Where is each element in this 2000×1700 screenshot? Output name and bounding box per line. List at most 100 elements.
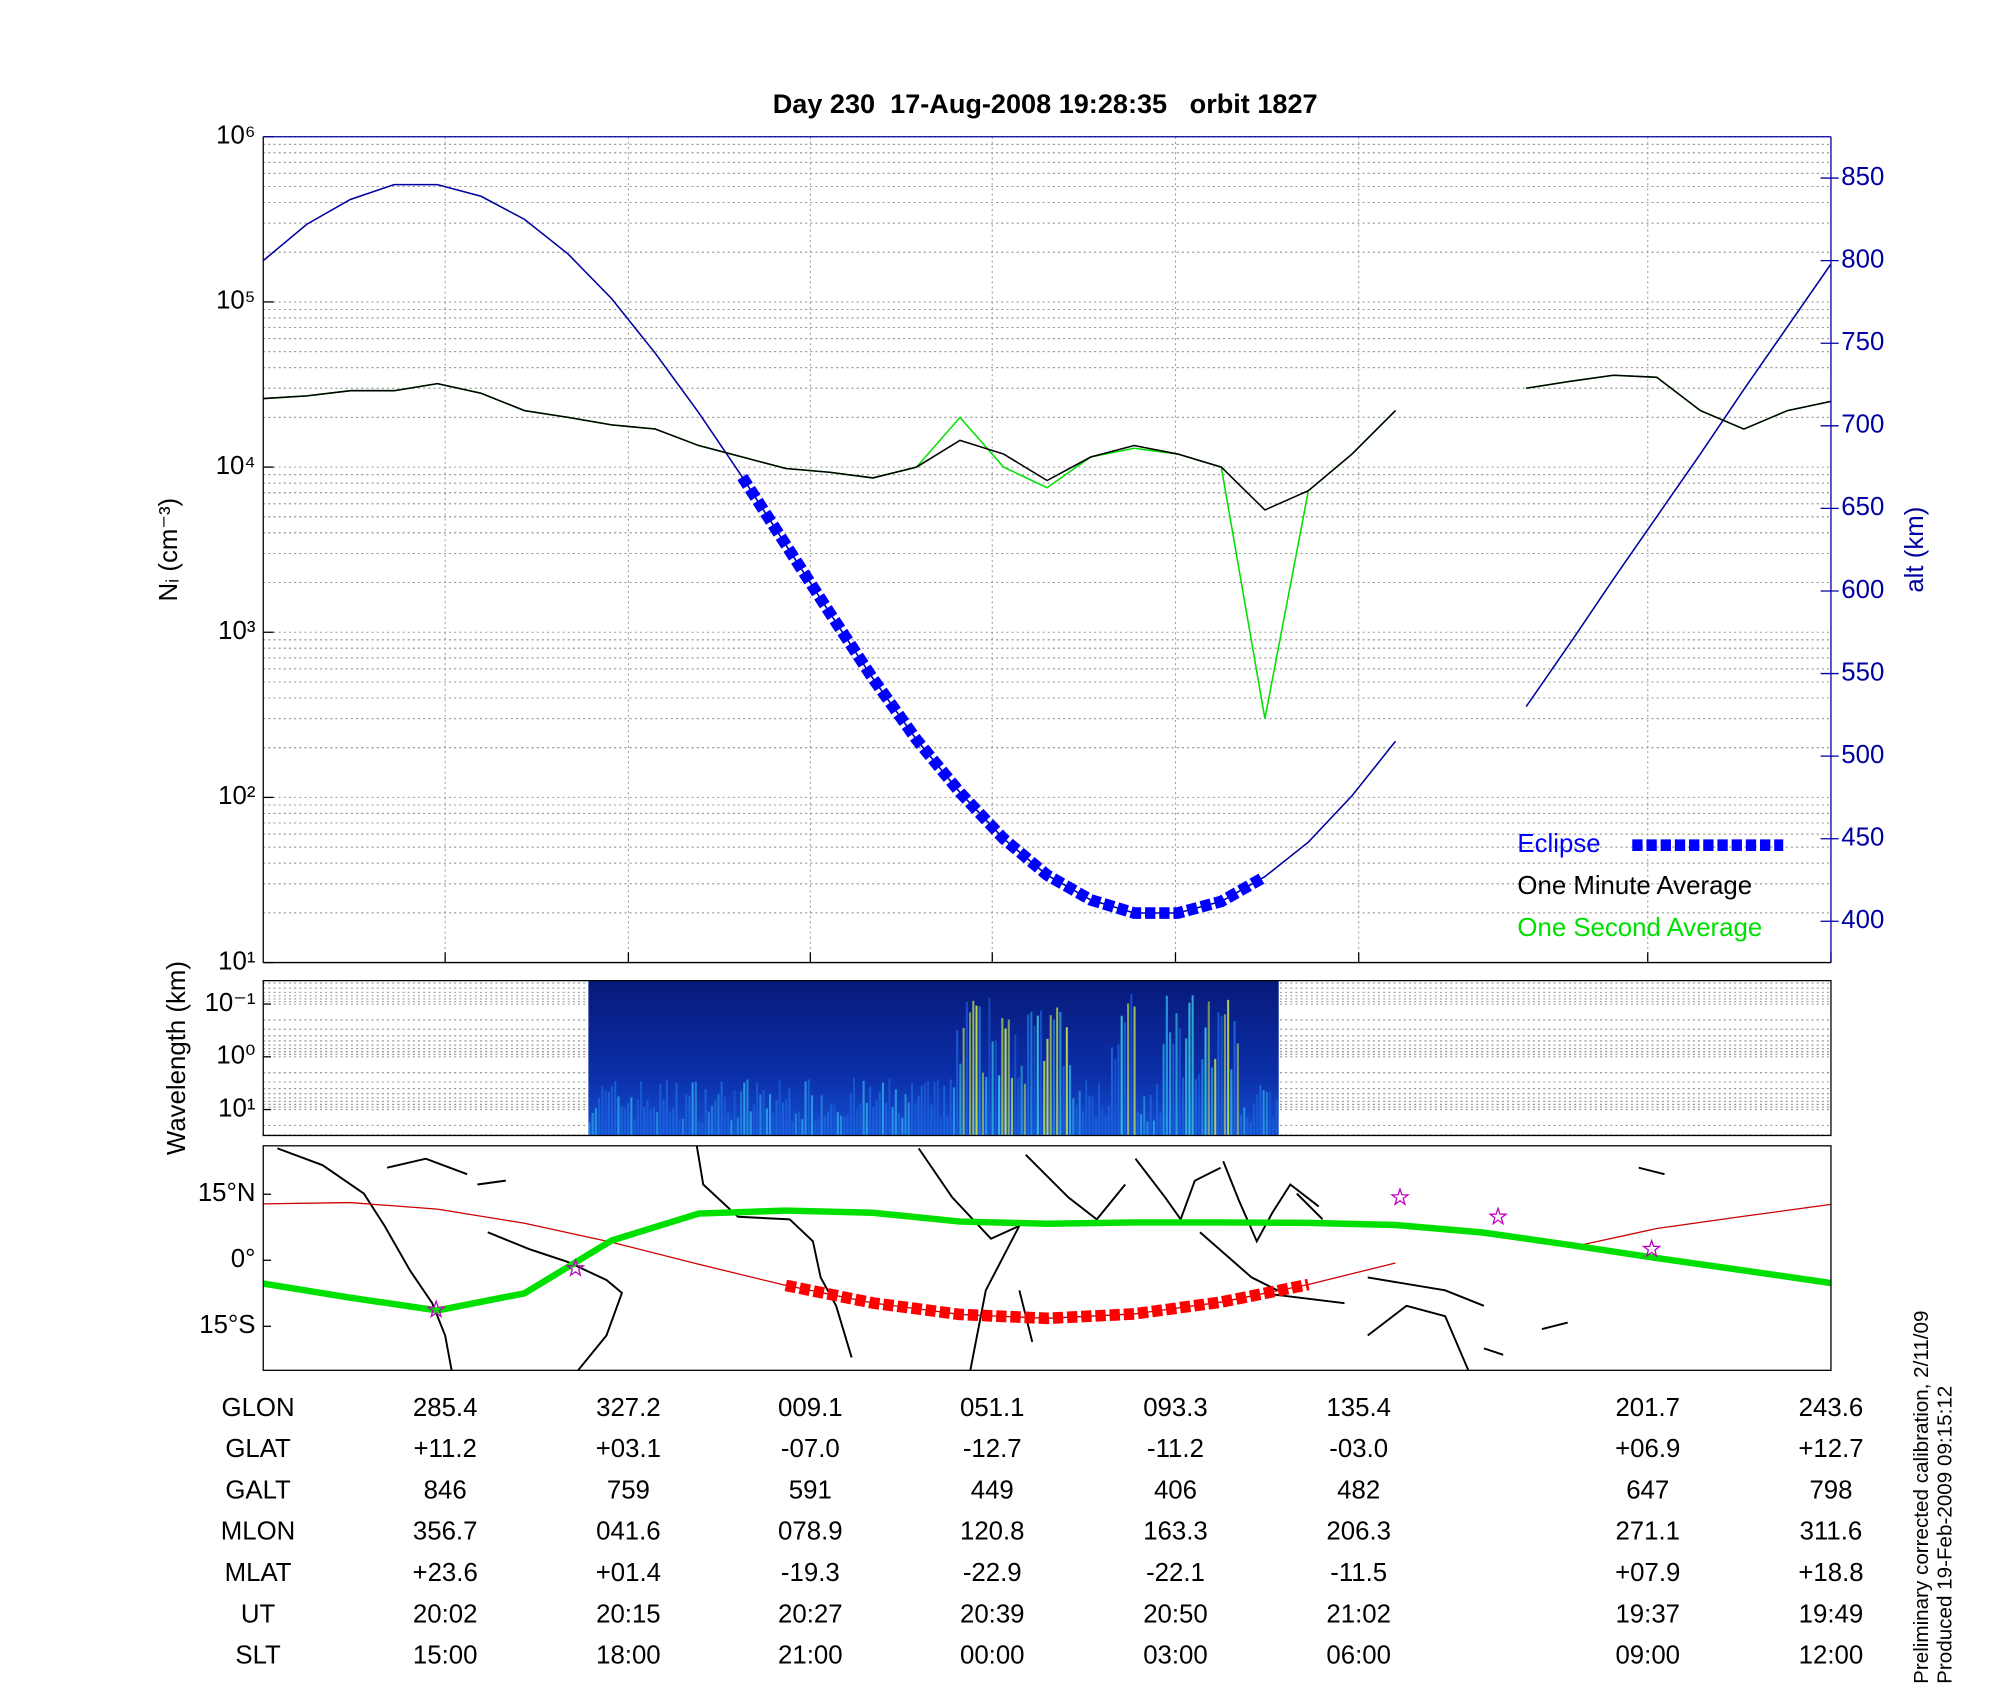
spectrogram-texture — [1152, 1120, 1155, 1136]
table-cell: 449 — [971, 1476, 1014, 1504]
spectrogram-texture — [791, 1121, 794, 1136]
spectrogram-texture — [981, 1072, 984, 1136]
note: Preliminary corrected calibration, 2/11/… — [1910, 1311, 1933, 1684]
spectrogram-texture — [875, 1100, 878, 1136]
spectrogram-texture — [1214, 1058, 1217, 1136]
eclipse-markers — [737, 473, 1268, 919]
table-cell: 20:02 — [413, 1600, 478, 1628]
spectrogram-texture — [604, 1090, 607, 1136]
spectrogram-texture — [1259, 1084, 1262, 1136]
station-marker — [1390, 1187, 1410, 1206]
spectrogram-texture — [885, 1102, 888, 1136]
spectrogram-texture — [823, 1116, 826, 1136]
spectrogram-texture — [1275, 1099, 1278, 1136]
spectrogram-texture — [1236, 1043, 1239, 1136]
station-marker — [1641, 1238, 1662, 1258]
spectrogram-texture — [759, 1094, 762, 1136]
spectrogram-texture — [743, 1082, 746, 1136]
row-label: SLT — [235, 1642, 281, 1670]
spectrogram-texture — [1085, 1080, 1088, 1136]
spectrogram-texture — [1069, 1065, 1072, 1136]
y-tick-label: 15°S — [199, 1311, 255, 1339]
spectrogram-texture — [714, 1100, 717, 1136]
spectrogram-texture — [1117, 1044, 1120, 1136]
table-cell: 03:00 — [1143, 1642, 1208, 1670]
spectrogram-texture — [985, 1076, 988, 1136]
table-cell: -11.2 — [1147, 1435, 1204, 1463]
spectrogram-texture — [1030, 1011, 1033, 1136]
spectrogram-texture — [804, 1081, 807, 1136]
spectrogram-texture — [678, 1119, 681, 1136]
spectrogram-texture — [627, 1103, 630, 1136]
table-cell: +23.6 — [413, 1559, 478, 1587]
spectrogram-texture — [894, 1089, 897, 1136]
spectrogram-texture — [1227, 999, 1230, 1136]
spectrogram-texture — [688, 1095, 691, 1136]
table-cell: 647 — [1626, 1476, 1669, 1504]
spectrogram-texture — [1240, 1114, 1243, 1136]
spectrogram-texture — [736, 1117, 739, 1136]
spectrogram-texture — [1185, 1038, 1188, 1136]
table-cell: 798 — [1809, 1476, 1852, 1504]
chart-title: Day 230 17-Aug-2008 19:28:35 orbit 1827 — [773, 88, 1318, 119]
spectrogram-texture — [862, 1080, 865, 1136]
table-cell: 271.1 — [1615, 1518, 1680, 1546]
spectrogram-texture — [1210, 1067, 1214, 1136]
legend-label: One Second Average — [1517, 914, 1762, 942]
y2-tick-label: 500 — [1841, 741, 1884, 769]
spectrogram-texture — [762, 1089, 765, 1136]
spectrogram-texture — [717, 1093, 720, 1136]
row-label: MLAT — [225, 1559, 292, 1587]
y2-axis-label: alt (km) — [1901, 507, 1929, 593]
table-cell: 009.1 — [778, 1394, 843, 1422]
spectrogram-texture — [998, 1075, 1001, 1136]
spectrogram-texture — [756, 1082, 759, 1136]
spectrogram-texture — [1004, 1028, 1007, 1136]
spectrogram-texture — [1269, 1092, 1272, 1136]
spectrogram-texture — [588, 1122, 591, 1136]
spectrogram-texture — [1194, 1079, 1197, 1136]
spectrogram-texture — [1043, 1060, 1046, 1136]
spectrogram-texture — [1204, 1027, 1207, 1136]
y2-tick-label: 650 — [1841, 493, 1884, 521]
spectrogram-texture — [694, 1081, 697, 1136]
spectrogram-texture — [817, 1117, 820, 1136]
table-cell: 120.8 — [960, 1518, 1025, 1546]
table-cell: +03.1 — [596, 1435, 661, 1463]
spectrogram-texture — [623, 1107, 626, 1136]
spectrogram-texture — [1007, 1019, 1010, 1136]
spectrogram-texture — [659, 1083, 662, 1136]
y-tick-label: 10⁵ — [216, 287, 255, 315]
spectrogram-texture — [640, 1081, 643, 1136]
spectrogram-texture — [1110, 1047, 1114, 1136]
y-tick-label: 0° — [231, 1245, 256, 1273]
spectrogram-texture — [1217, 1012, 1220, 1136]
spectrogram-texture — [827, 1111, 830, 1136]
y-tick-label: 10³ — [218, 617, 256, 645]
spectrogram-texture — [956, 1029, 959, 1136]
spectrogram-texture — [772, 1113, 775, 1136]
spectrogram-texture — [846, 1114, 849, 1136]
spectrogram-texture — [810, 1095, 814, 1136]
table-cell: 06:00 — [1326, 1642, 1391, 1670]
y-tick-label: 10⁴ — [216, 452, 256, 480]
spectrogram-texture — [698, 1122, 701, 1136]
spectrogram-texture — [1149, 1094, 1152, 1136]
table-cell: 311.6 — [1800, 1518, 1863, 1546]
table-cell: +06.9 — [1615, 1435, 1680, 1463]
spectrogram-texture — [794, 1113, 797, 1136]
spectrogram-texture — [1143, 1096, 1146, 1136]
table-cell: 09:00 — [1615, 1642, 1680, 1670]
spectrogram-texture — [898, 1113, 901, 1136]
spectrogram-texture — [1162, 1044, 1165, 1136]
spectrogram-texture — [1252, 1102, 1255, 1136]
y2-tick-label: 800 — [1841, 245, 1884, 273]
y2-tick-label: 450 — [1841, 824, 1884, 852]
eclipse-markers — [784, 1278, 1310, 1325]
table-cell: 21:00 — [778, 1642, 843, 1670]
spectrogram-texture — [1098, 1083, 1101, 1136]
y-tick-label: 15°N — [198, 1179, 256, 1207]
table-cell: -22.9 — [963, 1559, 1022, 1587]
y-tick-label: 10¹ — [218, 947, 256, 975]
